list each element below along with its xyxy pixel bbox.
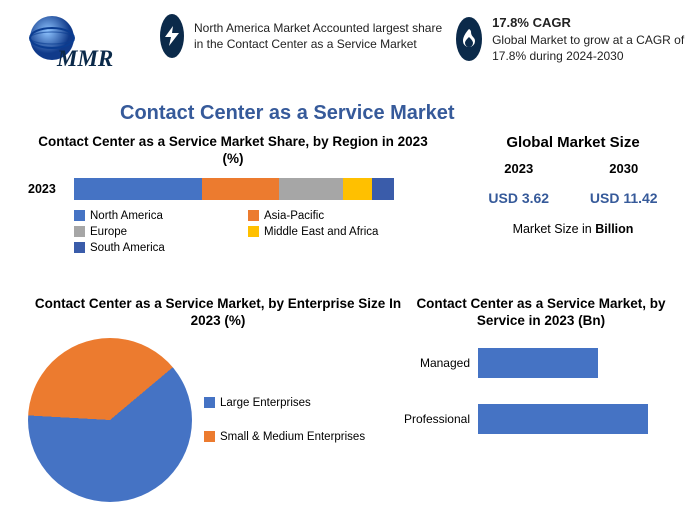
legend-swatch bbox=[248, 226, 259, 237]
legend-swatch bbox=[248, 210, 259, 221]
region-legend: North America Asia-Pacific Europe Middle Ea… bbox=[28, 210, 438, 254]
legend-swatch bbox=[204, 431, 215, 442]
service-chart: Contact Center as a Service Market, by S… bbox=[396, 296, 686, 460]
region-seg-south-america bbox=[372, 178, 394, 200]
gms-year-2023: 2023 bbox=[488, 161, 549, 176]
service-row: Professional bbox=[396, 404, 686, 434]
top-bar: MMR North America Market Accounted large… bbox=[0, 8, 700, 90]
global-market-size: Global Market Size 2023 USD 3.62 2030 US… bbox=[468, 134, 678, 236]
region-stacked-bar bbox=[74, 178, 394, 200]
pie-title: Contact Center as a Service Market, by E… bbox=[28, 296, 408, 330]
lightning-icon bbox=[160, 14, 184, 58]
service-title: Contact Center as a Service Market, by S… bbox=[396, 296, 686, 330]
legend-label: Small & Medium Enterprises bbox=[220, 431, 365, 443]
legend-item: Large Enterprises bbox=[204, 397, 365, 409]
enterprise-size-chart: Contact Center as a Service Market, by E… bbox=[28, 296, 408, 502]
legend-label: Europe bbox=[90, 226, 127, 238]
gms-footer: Market Size in Billion bbox=[468, 222, 678, 236]
legend-label: South America bbox=[90, 242, 165, 254]
cagr-head: 17.8% CAGR bbox=[492, 14, 686, 32]
gms-footer-bold: Billion bbox=[595, 222, 633, 236]
legend-item: Asia-Pacific bbox=[248, 210, 408, 222]
region-share-chart: Contact Center as a Service Market Share… bbox=[28, 134, 438, 254]
insight-cagr: 17.8% CAGR Global Market to grow at a CA… bbox=[456, 14, 686, 64]
pie-legend: Large Enterprises Small & Medium Enterpri… bbox=[204, 397, 365, 443]
region-share-title: Contact Center as a Service Market Share… bbox=[28, 134, 438, 168]
gms-value-2030: USD 11.42 bbox=[590, 190, 658, 206]
region-seg-europe bbox=[279, 178, 343, 200]
gms-title: Global Market Size bbox=[468, 134, 678, 151]
legend-swatch bbox=[74, 226, 85, 237]
service-label: Managed bbox=[396, 356, 478, 370]
legend-item: Middle East and Africa bbox=[248, 226, 408, 238]
service-bars: Managed Professional bbox=[396, 348, 686, 434]
cagr-body: Global Market to grow at a CAGR of 17.8%… bbox=[492, 33, 684, 63]
page-title: Contact Center as a Service Market bbox=[120, 102, 455, 125]
legend-label: North America bbox=[90, 210, 163, 222]
gms-year-2030: 2030 bbox=[590, 161, 658, 176]
legend-item: Europe bbox=[74, 226, 234, 238]
insight-na-share: North America Market Accounted largest s… bbox=[160, 14, 450, 58]
legend-item: South America bbox=[74, 242, 234, 254]
legend-item: North America bbox=[74, 210, 234, 222]
mmr-logo: MMR bbox=[12, 12, 122, 76]
legend-label: Large Enterprises bbox=[220, 397, 311, 409]
gms-value-2023: USD 3.62 bbox=[488, 190, 549, 206]
flame-icon bbox=[456, 17, 482, 61]
legend-swatch bbox=[74, 210, 85, 221]
service-row: Managed bbox=[396, 348, 686, 378]
region-year-label: 2023 bbox=[28, 182, 74, 196]
logo-text: MMR bbox=[56, 46, 113, 71]
insight-na-text: North America Market Accounted largest s… bbox=[194, 20, 450, 52]
service-bar bbox=[478, 348, 598, 378]
pie-graphic bbox=[28, 338, 192, 502]
service-bar bbox=[478, 404, 648, 434]
region-seg-asia-pacific bbox=[202, 178, 279, 200]
region-seg-north-america bbox=[74, 178, 202, 200]
legend-item: Small & Medium Enterprises bbox=[204, 431, 365, 443]
legend-swatch bbox=[74, 242, 85, 253]
insight-cagr-text: 17.8% CAGR Global Market to grow at a CA… bbox=[492, 14, 686, 64]
gms-footer-prefix: Market Size in bbox=[513, 222, 596, 236]
service-label: Professional bbox=[396, 412, 478, 426]
legend-label: Middle East and Africa bbox=[264, 226, 378, 238]
legend-swatch bbox=[204, 397, 215, 408]
region-seg-middle-east-and-africa bbox=[343, 178, 372, 200]
legend-label: Asia-Pacific bbox=[264, 210, 324, 222]
